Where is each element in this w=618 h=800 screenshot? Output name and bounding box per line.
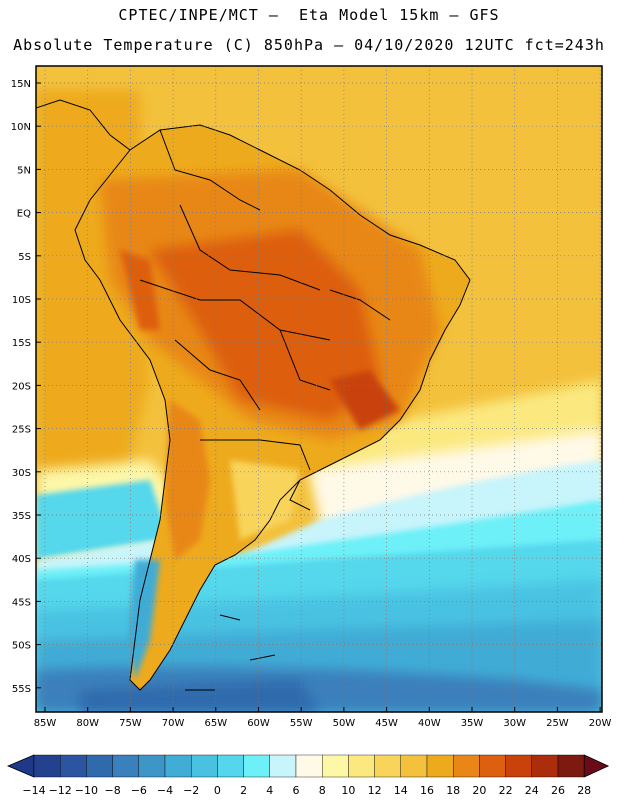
colorbar-swatch (322, 754, 349, 778)
colorbar-label: 4 (266, 784, 273, 797)
colorbar-label: 28 (577, 784, 591, 797)
colorbar-label: −6 (131, 784, 147, 797)
lat-label: 5S (18, 252, 31, 263)
colorbar-swatch (295, 754, 323, 778)
colorbar-swatch (426, 754, 454, 778)
lon-label: 75W (119, 718, 142, 729)
lat-label: 40S (12, 554, 31, 565)
lon-label: 40W (418, 718, 441, 729)
lat-label: EQ (17, 209, 31, 220)
lat-label: 10S (12, 295, 31, 306)
colorbar-swatch (33, 754, 61, 778)
lat-label: 15S (12, 338, 31, 349)
lon-label: 80W (76, 718, 99, 729)
lon-label: 25W (546, 718, 569, 729)
lon-label: 30W (503, 718, 526, 729)
colorbar-swatch (557, 754, 585, 778)
colorbar-label: 22 (499, 784, 513, 797)
lat-label: 30S (12, 468, 31, 479)
colorbar-label: 16 (420, 784, 434, 797)
colorbar-label: −10 (75, 784, 98, 797)
colorbar-swatch (269, 754, 297, 778)
colorbar-label: −8 (104, 784, 120, 797)
colorbar-low-arrow (6, 754, 35, 778)
colorbar-swatch (86, 754, 113, 778)
map-title: CPTEC/INPE/MCT – Eta Model 15km – GFS (118, 6, 500, 24)
colorbar-label: 14 (394, 784, 408, 797)
lat-label: 35S (12, 511, 31, 522)
coastlines (36, 99, 471, 691)
lon-label: 70W (162, 718, 185, 729)
colorbar-labels: −14 −12 −10 −8 −6 −4 −2 0 2 4 6 8 10 12 14 16 18 20 22 24 26… (22, 784, 591, 797)
lat-label: 5N (17, 165, 31, 176)
lat-label: 15N (11, 79, 31, 90)
lon-label: 35W (461, 718, 484, 729)
colorbar-label: 2 (240, 784, 247, 797)
colorbar-swatch (164, 754, 192, 778)
colorbar-label: −2 (183, 784, 199, 797)
latitude-labels: 15N 10N 5N EQ 5S 10S 15S 20S 25S 30S 35S 40S 45S 50S 5… (11, 79, 41, 695)
colorbar-label: 6 (293, 784, 300, 797)
colorbar-swatch (348, 754, 375, 778)
colorbar-label: −12 (49, 784, 72, 797)
map-subtitle: Absolute Temperature (C) 850hPa – 04/10/… (13, 36, 605, 54)
colorbar-label: 0 (214, 784, 221, 797)
lon-label: 20W (589, 718, 612, 729)
colorbar-swatch (243, 754, 271, 778)
lat-label: 25S (12, 425, 31, 436)
lon-label: 65W (204, 718, 227, 729)
lat-label: 45S (12, 597, 31, 608)
colorbar-label: 26 (551, 784, 565, 797)
colorbar-swatch (217, 754, 244, 778)
colorbar-label: −4 (157, 784, 173, 797)
colorbar-label: 10 (341, 784, 355, 797)
colorbar-swatch (505, 754, 533, 778)
temperature-field (36, 66, 602, 712)
colorbar-label: −14 (22, 784, 45, 797)
colorbar-swatch (479, 754, 506, 778)
lat-label: 20S (12, 381, 31, 392)
lon-label: 50W (333, 718, 356, 729)
colorbar-label: 20 (472, 784, 486, 797)
colorbar-swatch (453, 754, 480, 778)
lat-label: 55S (12, 684, 31, 695)
colorbar-swatch (531, 754, 559, 778)
longitude-labels: 85W 80W 75W 70W 65W 60W 55W 50W 45W 40W 35W 30W 25W 2… (34, 707, 612, 729)
colorbar-swatch (60, 754, 87, 778)
lon-label: 55W (290, 718, 313, 729)
lon-label: 60W (247, 718, 270, 729)
colorbar-swatch (138, 754, 166, 778)
lat-label: 50S (12, 641, 31, 652)
lat-label: 10N (11, 122, 31, 133)
colorbar-swatch (400, 754, 428, 778)
lon-label: 85W (34, 718, 57, 729)
map-frame (35, 65, 603, 713)
colorbar (6, 754, 610, 778)
colorbar-label: 18 (446, 784, 460, 797)
colorbar-swatch (112, 754, 139, 778)
colorbar-label: 12 (368, 784, 382, 797)
lon-label: 45W (375, 718, 398, 729)
colorbar-swatch (374, 754, 402, 778)
colorbar-label: 8 (319, 784, 326, 797)
colorbar-label: 24 (525, 784, 539, 797)
colorbar-high-arrow (583, 754, 610, 778)
colorbar-swatch (190, 754, 218, 778)
